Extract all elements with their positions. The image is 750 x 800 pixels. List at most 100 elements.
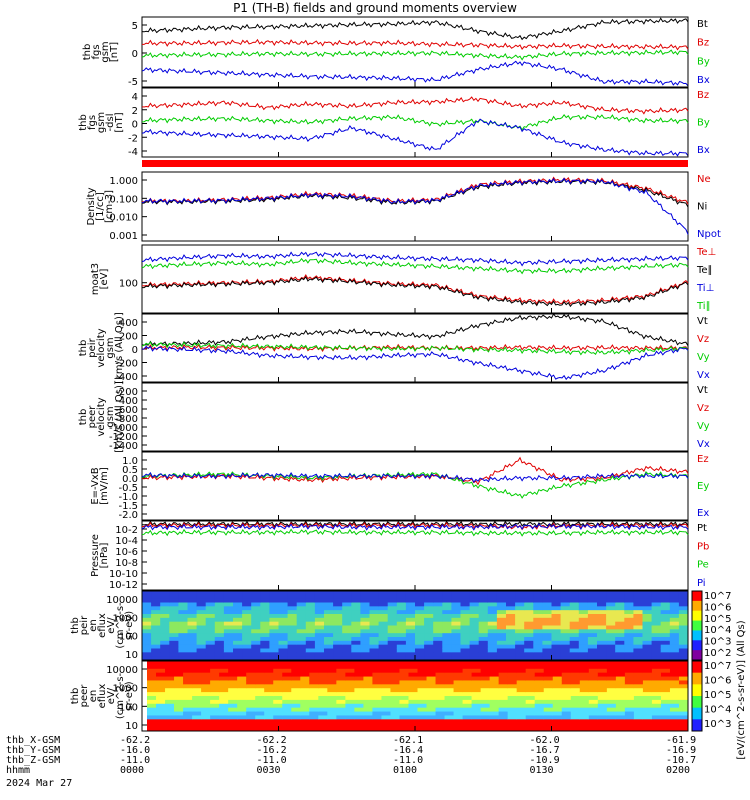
heatmap-cell — [506, 656, 516, 661]
heatmap-cell — [342, 648, 352, 653]
y-tick-label: 1000 — [113, 684, 138, 695]
heatmap-cell — [269, 640, 279, 646]
legend-Vz: Vz — [697, 403, 709, 414]
heatmap-cell — [606, 648, 616, 653]
heatmap-cell — [678, 727, 689, 732]
heatmap-cell — [201, 719, 211, 724]
heatmap-cell — [269, 621, 279, 626]
heatmap-cell — [516, 711, 527, 716]
heatmap-cell — [660, 711, 671, 716]
legend-Te∥: Te∥ — [696, 265, 713, 276]
heatmap-cell — [515, 629, 525, 634]
heatmap-cell — [542, 614, 552, 619]
heatmap-cell — [327, 692, 337, 697]
heatmap-cell — [255, 672, 265, 678]
heatmap-cell — [552, 688, 563, 693]
heatmap-cell — [324, 610, 334, 615]
heatmap-cell — [424, 648, 434, 653]
heatmap-cell — [354, 688, 364, 693]
heatmap-cell — [524, 602, 534, 607]
heatmap-cell — [460, 617, 471, 623]
heatmap-cell — [678, 594, 689, 600]
heatmap-cell — [278, 610, 289, 615]
heatmap-cell — [542, 633, 552, 638]
heatmap-cell — [587, 602, 598, 607]
heatmap-cell — [570, 715, 581, 720]
heatmap-cell — [435, 672, 446, 678]
heatmap-cell — [282, 727, 292, 732]
heatmap-cell — [651, 723, 662, 728]
heatmap-cell — [660, 668, 671, 674]
heatmap-cell — [282, 711, 292, 716]
heatmap-cell — [387, 648, 398, 653]
heatmap-cell — [351, 640, 361, 646]
heatmap-cell — [174, 719, 184, 724]
heatmap-cell — [246, 688, 256, 693]
heatmap-cell — [651, 696, 662, 701]
heatmap-cell — [615, 664, 626, 670]
heatmap-cell — [462, 668, 473, 674]
heatmap-cell — [390, 688, 400, 693]
heatmap-cell — [552, 661, 563, 666]
heatmap-cell — [569, 598, 580, 603]
heatmap-cell — [426, 703, 437, 709]
heatmap-cell — [551, 617, 562, 623]
heatmap-cell — [597, 644, 607, 649]
heatmap-cell — [333, 633, 343, 638]
heatmap-cell — [415, 640, 425, 646]
heatmap-cell — [524, 625, 534, 630]
heatmap-cell — [651, 684, 662, 689]
footer-row-value: -10.9 — [530, 755, 560, 766]
heatmap-cell — [405, 606, 416, 611]
y-axis-label: [1/cc] — [95, 192, 106, 221]
heatmap-cell — [282, 703, 292, 709]
heatmap-cell — [487, 614, 498, 619]
heatmap-cell — [543, 676, 554, 681]
heatmap-cell — [336, 676, 346, 681]
heatmap-cell — [246, 680, 256, 685]
heatmap-cell — [305, 656, 316, 661]
heatmap-cell — [192, 688, 202, 693]
heatmap-cell — [524, 617, 534, 623]
heatmap-cell — [237, 703, 247, 709]
heatmap-cell — [480, 703, 491, 709]
heatmap-cell — [444, 723, 455, 728]
heatmap-cell — [336, 688, 346, 693]
heatmap-cell — [524, 591, 534, 596]
heatmap-cell — [345, 676, 355, 681]
heatmap-cell — [214, 644, 225, 649]
heatmap-cell — [442, 629, 452, 634]
heatmap-cell — [606, 637, 616, 642]
heatmap-cell — [369, 637, 380, 642]
heatmap-cell — [192, 684, 202, 689]
heatmap-cell — [228, 727, 238, 732]
heatmap-cell — [273, 668, 283, 674]
heatmap-cell — [318, 723, 328, 728]
heatmap-cell — [597, 664, 608, 670]
heatmap-cell — [615, 699, 626, 705]
heatmap-cell — [587, 652, 598, 657]
legend-Vx: Vx — [697, 370, 710, 381]
heatmap-cell — [296, 606, 307, 611]
heatmap-cell — [570, 699, 581, 705]
heatmap-cell — [516, 684, 527, 689]
heatmap-cell — [678, 610, 689, 615]
heatmap-cell — [336, 672, 346, 678]
heatmap-cell — [287, 598, 298, 603]
heatmap-cell — [642, 727, 653, 732]
heatmap-cell — [442, 625, 452, 630]
heatmap-cell — [278, 591, 289, 596]
heatmap-cell — [451, 648, 461, 653]
heatmap-cell — [147, 684, 157, 689]
footer-row-value: -62.2 — [120, 735, 150, 746]
heatmap-cell — [174, 661, 184, 666]
heatmap-cell — [183, 661, 193, 666]
heatmap-cell — [506, 625, 516, 630]
heatmap-cell — [260, 640, 270, 646]
y-tick-label: 100 — [119, 279, 138, 290]
heatmap-cell — [498, 676, 509, 681]
heatmap-cell — [196, 591, 207, 596]
heatmap-cell — [342, 629, 352, 634]
heatmap-cell — [615, 629, 625, 634]
heatmap-cell — [381, 664, 391, 670]
